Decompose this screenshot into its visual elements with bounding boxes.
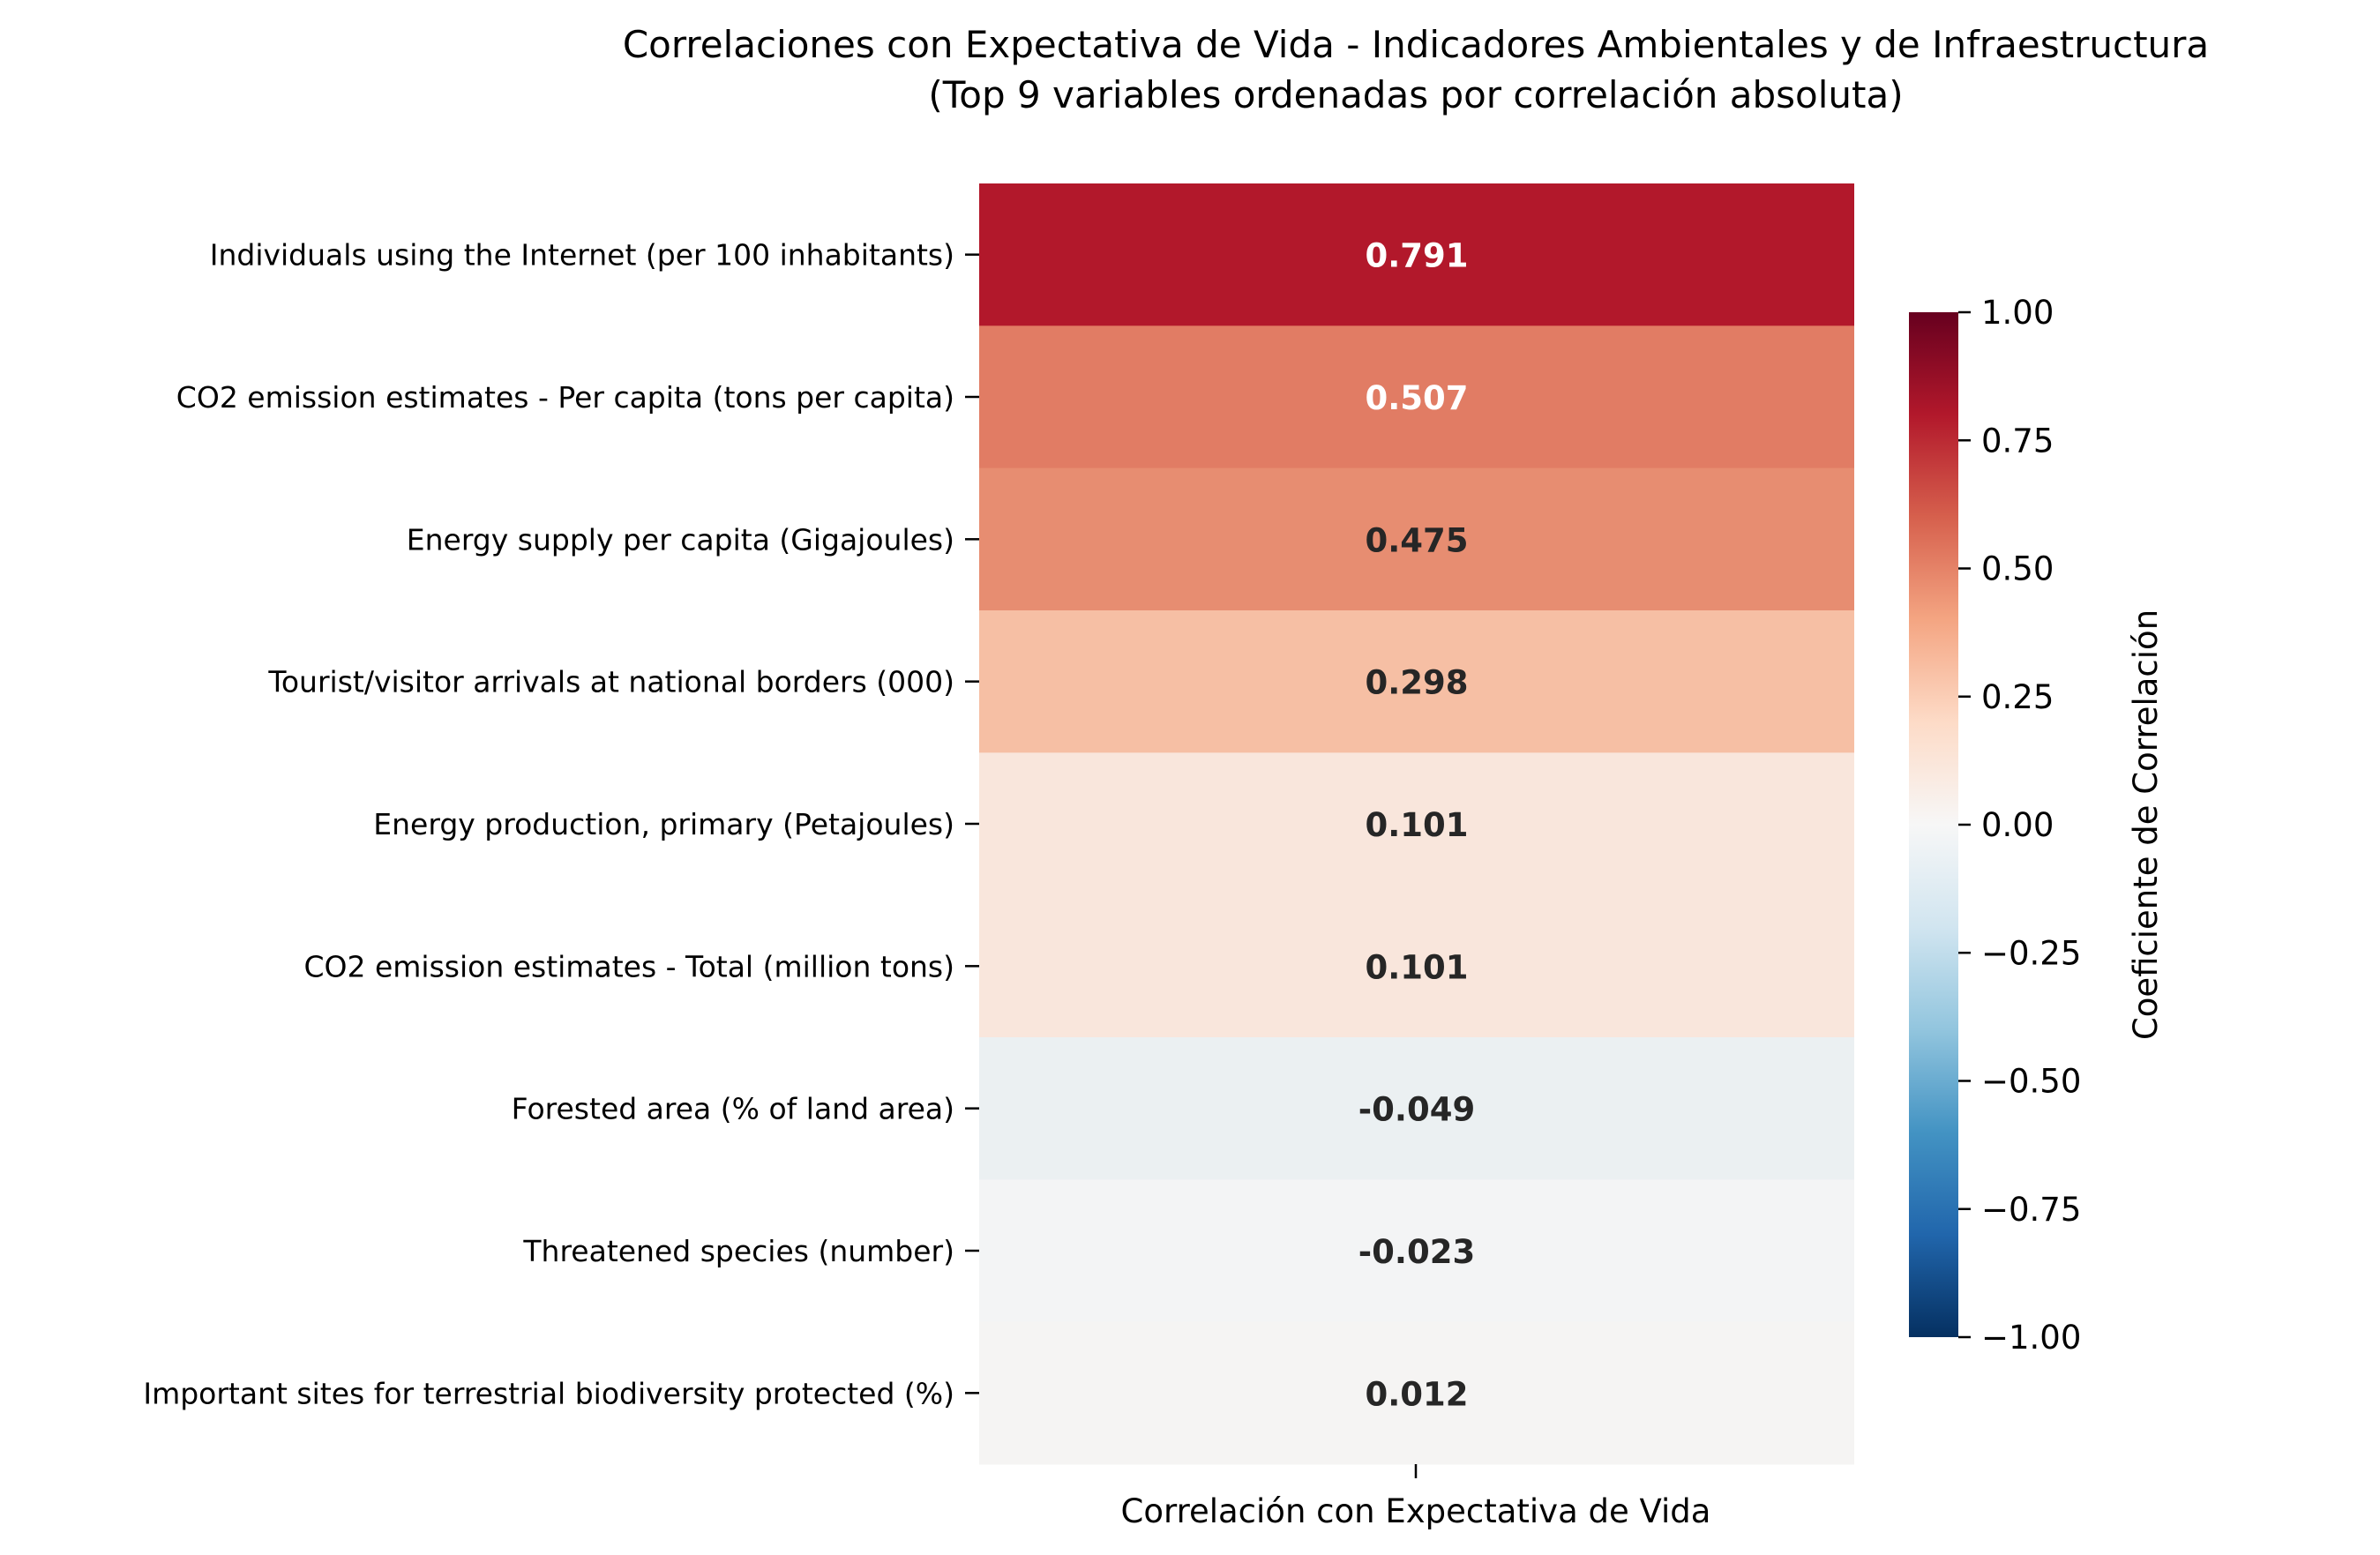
colorbar-tick-label: 0.75 bbox=[1981, 422, 2054, 460]
cell-value-label: 0.507 bbox=[1365, 379, 1468, 417]
colorbar-tick-label: −0.25 bbox=[1981, 934, 2081, 972]
row-label: CO2 emission estimates - Per capita (ton… bbox=[176, 380, 954, 415]
heatmap-cell bbox=[979, 183, 1854, 326]
colorbar-label: Coeficiente de Correlación bbox=[2127, 609, 2165, 1040]
colorbar-tick-label: −0.50 bbox=[1981, 1063, 2081, 1101]
heatmap-cell bbox=[979, 752, 1854, 896]
chart-subtitle: (Top 9 variables ordenadas por correlaci… bbox=[928, 73, 1903, 116]
colorbar-tick-label: −0.75 bbox=[1981, 1191, 2081, 1229]
row-label: Forested area (% of land area) bbox=[512, 1092, 954, 1126]
colorbar bbox=[1909, 312, 1958, 1337]
x-axis-label: Correlación con Expectativa de Vida bbox=[1121, 1492, 1711, 1530]
row-label: Energy production, primary (Petajoules) bbox=[373, 807, 954, 841]
colorbar-tick-label: 0.00 bbox=[1981, 806, 2054, 844]
heatmap-cell bbox=[979, 894, 1854, 1038]
row-label: CO2 emission estimates - Total (million … bbox=[303, 949, 954, 983]
cell-value-label: 0.298 bbox=[1365, 664, 1468, 702]
colorbar-tick-label: 1.00 bbox=[1981, 294, 2054, 332]
heatmap-cell bbox=[979, 325, 1854, 469]
heatmap-cell bbox=[979, 1321, 1854, 1465]
cell-value-label: 0.012 bbox=[1365, 1375, 1468, 1413]
heatmap-cell bbox=[979, 1037, 1854, 1180]
row-label: Energy supply per capita (Gigajoules) bbox=[407, 522, 954, 557]
row-label: Important sites for terrestrial biodiver… bbox=[143, 1376, 954, 1410]
colorbar-tick-label: 0.25 bbox=[1981, 678, 2054, 716]
heatmap-cell bbox=[979, 467, 1854, 611]
row-label: Threatened species (number) bbox=[522, 1234, 954, 1268]
cell-value-label: 0.101 bbox=[1365, 806, 1468, 844]
heatmap-cell bbox=[979, 1179, 1854, 1323]
heatmap-cells bbox=[979, 183, 1854, 1465]
cell-value-label: 0.101 bbox=[1365, 948, 1468, 986]
cell-value-label: 0.475 bbox=[1365, 521, 1468, 559]
colorbar-ticks: 1.00 0.75 0.50 0.25 0.00 −0.25 −0.50 −0.75 −1.00 bbox=[1958, 294, 2081, 1357]
value-labels: 0.791 0.507 0.475 0.298 0.101 0.101 -0.049 -0.0… bbox=[1358, 237, 1475, 1414]
cell-value-label: -0.049 bbox=[1358, 1091, 1475, 1129]
row-label: Individuals using the Internet (per 100 … bbox=[210, 238, 954, 273]
colorbar-tick-label: −1.00 bbox=[1981, 1319, 2081, 1357]
cell-value-label: 0.791 bbox=[1365, 237, 1468, 275]
row-labels: Individuals using the Internet (per 100 … bbox=[143, 238, 979, 1410]
colorbar-tick-label: 0.50 bbox=[1981, 550, 2054, 588]
heatmap-cell bbox=[979, 610, 1854, 753]
cell-value-label: -0.023 bbox=[1358, 1233, 1475, 1271]
chart-title: Correlaciones con Expectativa de Vida - … bbox=[623, 23, 2209, 66]
row-label: Tourist/visitor arrivals at national bor… bbox=[267, 665, 954, 699]
